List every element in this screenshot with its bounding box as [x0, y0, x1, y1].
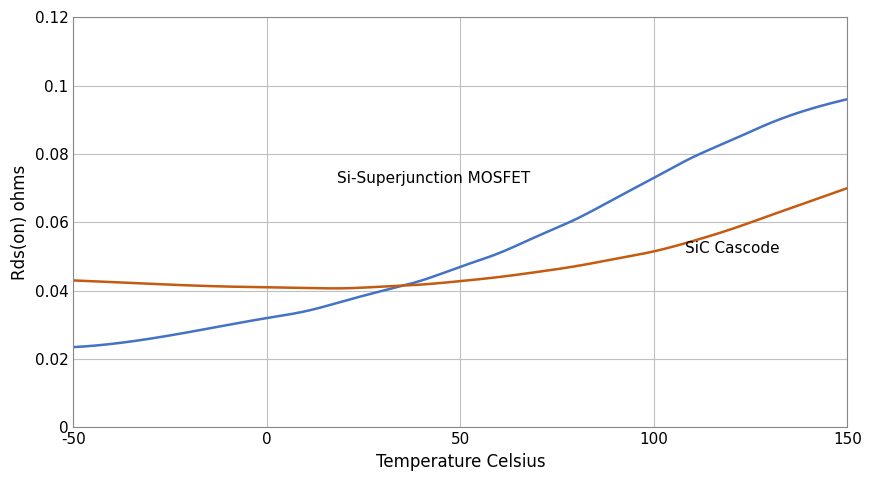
Text: Si-Superjunction MOSFET: Si-Superjunction MOSFET [337, 171, 530, 186]
X-axis label: Temperature Celsius: Temperature Celsius [375, 453, 546, 471]
Text: SiC Cascode: SiC Cascode [685, 241, 780, 256]
Y-axis label: Rds(on) ohms: Rds(on) ohms [11, 165, 29, 280]
